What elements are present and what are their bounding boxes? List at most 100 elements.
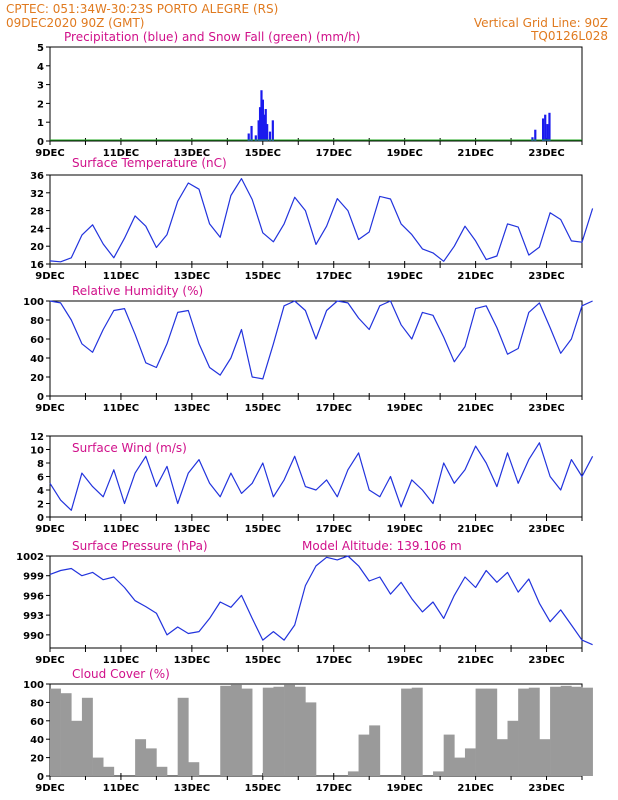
cloud-bar xyxy=(539,739,551,776)
cloud-bar xyxy=(188,762,200,776)
header-run-time: 09DEC2020 90Z (GMT) xyxy=(6,16,144,30)
cloud-bar xyxy=(507,720,519,776)
panels: 0 12 3 4 5 9DEC 11DEC 13DEC 15DEC 17DEC 19DEC 21DEC… xyxy=(16,30,594,794)
pres-xtick-label: 13DEC xyxy=(174,655,210,666)
precip-bar xyxy=(546,124,549,141)
rh-frame xyxy=(49,300,583,397)
cloud-xtick-label: 17DEC xyxy=(316,783,352,794)
precip-bar xyxy=(271,120,274,141)
cloud-bar xyxy=(60,693,72,776)
precip-bar xyxy=(257,120,260,141)
temp-ytick-label: 32 xyxy=(30,189,44,200)
cloud-bar xyxy=(496,739,508,776)
pres-frame xyxy=(49,555,583,649)
precip-bar xyxy=(544,114,547,141)
header-model: TQ0126L028 xyxy=(530,29,608,43)
rh-xtick-label: 23DEC xyxy=(528,403,564,414)
cloud-ytick-label: 100 xyxy=(23,680,44,691)
precip-bar xyxy=(247,133,250,141)
pres-xtick-label: 15DEC xyxy=(245,655,281,666)
rh-ytick-label: 80 xyxy=(30,316,44,327)
temp-xtick-label: 9DEC xyxy=(35,271,64,282)
pres-ytick-label: 996 xyxy=(23,591,44,602)
pres-xtick-label: 21DEC xyxy=(457,655,493,666)
wind-title: Surface Wind (m/s) xyxy=(72,441,187,455)
wind-series-line xyxy=(49,442,594,511)
cloud-bar xyxy=(454,757,466,776)
cloud-ytick-label: 0 xyxy=(37,772,44,783)
temp-xtick-label: 17DEC xyxy=(316,271,352,282)
precip-title: Precipitation (blue) and Snow Fall (gree… xyxy=(64,30,360,44)
cloud-bar xyxy=(443,734,455,776)
rh-title: Relative Humidity (%) xyxy=(72,284,203,298)
cloud-xtick-label: 19DEC xyxy=(386,783,422,794)
cloud-ytick-label: 20 xyxy=(30,754,44,765)
cloud-xtick-label: 21DEC xyxy=(457,783,493,794)
temp-xtick-label: 15DEC xyxy=(245,271,281,282)
wind-ytick-label: 12 xyxy=(30,432,44,443)
temp-ytick-label: 28 xyxy=(30,207,44,218)
wind-xtick-label: 15DEC xyxy=(245,524,281,535)
precip-bar xyxy=(258,107,262,141)
cloud-xtick-label: 13DEC xyxy=(174,783,210,794)
precip-ytick-label: 5 xyxy=(37,43,44,54)
precip-xtick-label: 21DEC xyxy=(457,148,493,159)
rh-xtick-label: 17DEC xyxy=(316,403,352,414)
rh-series-line xyxy=(49,300,593,380)
temp-xtick-label: 21DEC xyxy=(457,271,493,282)
cloud-bar xyxy=(475,688,487,776)
cloud-bar xyxy=(571,686,583,776)
temp-ytick-label: 24 xyxy=(30,224,44,235)
pres-series-line xyxy=(49,555,593,646)
cloud-bar xyxy=(145,748,157,776)
header-grid-line: Vertical Grid Line: 90Z xyxy=(474,16,608,30)
cloud-bar xyxy=(230,684,242,776)
precip-ytick-label: 3 xyxy=(37,81,44,92)
cloud-bar xyxy=(92,757,104,776)
wind-xtick-label: 21DEC xyxy=(457,524,493,535)
temp-xtick-label: 23DEC xyxy=(528,271,564,282)
cloud-xtick-label: 15DEC xyxy=(245,783,281,794)
cloud-bar xyxy=(71,720,83,776)
wind-xtick-label: 17DEC xyxy=(316,524,352,535)
rh-ytick-label: 100 xyxy=(23,297,44,308)
precip-bar xyxy=(266,124,269,141)
cloud-bar xyxy=(305,702,317,776)
precip-bar xyxy=(264,109,267,141)
pres-title: Surface Pressure (hPa) xyxy=(72,539,208,553)
rh-xtick-label: 13DEC xyxy=(174,403,210,414)
precip-bar xyxy=(250,125,253,141)
rh-xtick-label: 19DEC xyxy=(386,403,422,414)
precip-bar xyxy=(531,137,534,141)
cloud-bar xyxy=(220,685,232,776)
precip-frame xyxy=(49,46,583,142)
rh-ytick-label: 40 xyxy=(30,354,44,365)
cloud-bar xyxy=(50,688,61,776)
cloud-bar xyxy=(528,687,540,776)
rh-xtick-label: 11DEC xyxy=(103,403,139,414)
precip-ytick-label: 0 xyxy=(37,137,44,148)
precip-xtick-label: 11DEC xyxy=(103,148,139,159)
rh-xtick-label: 9DEC xyxy=(35,403,64,414)
cloud-bar xyxy=(294,686,306,776)
cloud-bar xyxy=(464,748,476,776)
rh-ytick-label: 20 xyxy=(30,373,44,384)
wind-xtick-label: 19DEC xyxy=(386,524,422,535)
cloud-bar xyxy=(81,697,93,776)
precip-bar xyxy=(268,131,272,141)
panel-rh: 0 20 40 60 80 100 9DEC 11DEC 13DEC 15DEC 17DEC 19DE… xyxy=(23,284,593,414)
cloud-bar xyxy=(560,685,572,776)
precip-bar xyxy=(534,129,537,141)
panel-wind: 0 2 4 6 8 10 12 9DEC 11DEC 13DEC 15DEC 17DEC 19DEC 21… xyxy=(30,432,594,535)
pres-xtick-label: 19DEC xyxy=(386,655,422,666)
precip-bar xyxy=(263,114,266,141)
precip-xtick-label: 15DEC xyxy=(245,148,281,159)
precip-ytick-label: 2 xyxy=(37,99,44,110)
precip-bar xyxy=(254,135,257,141)
wind-ytick-label: 4 xyxy=(37,486,44,497)
cloud-ytick-label: 80 xyxy=(30,698,44,709)
rh-xtick-label: 21DEC xyxy=(457,403,493,414)
cloud-xtick-label: 11DEC xyxy=(103,783,139,794)
panel-precip: 0 1 2 3 4 5 9DEC 11DEC 13DEC 15DEC 17DEC 19DEC 21DEC… xyxy=(35,30,583,159)
